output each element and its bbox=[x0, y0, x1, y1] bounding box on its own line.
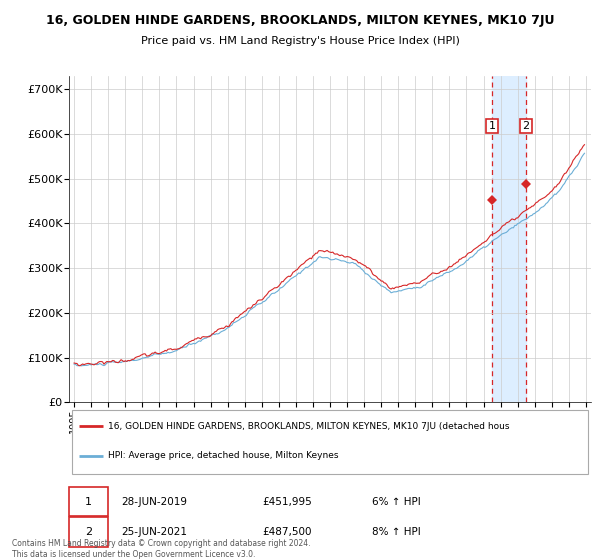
Bar bbox=[492, 76, 526, 402]
Text: Contains HM Land Registry data © Crown copyright and database right 2024.
This d: Contains HM Land Registry data © Crown c… bbox=[12, 539, 311, 559]
FancyBboxPatch shape bbox=[69, 487, 108, 516]
FancyBboxPatch shape bbox=[71, 410, 589, 474]
Text: Price paid vs. HM Land Registry's House Price Index (HPI): Price paid vs. HM Land Registry's House … bbox=[140, 36, 460, 46]
Text: £487,500: £487,500 bbox=[262, 527, 311, 537]
Text: 28-JUN-2019: 28-JUN-2019 bbox=[121, 497, 187, 506]
Text: 6% ↑ HPI: 6% ↑ HPI bbox=[372, 497, 421, 506]
Text: 16, GOLDEN HINDE GARDENS, BROOKLANDS, MILTON KEYNES, MK10 7JU (detached hous: 16, GOLDEN HINDE GARDENS, BROOKLANDS, MI… bbox=[108, 422, 509, 431]
Text: HPI: Average price, detached house, Milton Keynes: HPI: Average price, detached house, Milt… bbox=[108, 451, 338, 460]
Text: 16, GOLDEN HINDE GARDENS, BROOKLANDS, MILTON KEYNES, MK10 7JU: 16, GOLDEN HINDE GARDENS, BROOKLANDS, MI… bbox=[46, 14, 554, 27]
Text: 2: 2 bbox=[85, 527, 92, 537]
Text: 25-JUN-2021: 25-JUN-2021 bbox=[121, 527, 187, 537]
Text: 1: 1 bbox=[85, 497, 92, 506]
Text: £451,995: £451,995 bbox=[262, 497, 312, 506]
Text: 2: 2 bbox=[523, 122, 530, 131]
Text: 8% ↑ HPI: 8% ↑ HPI bbox=[372, 527, 421, 537]
Text: 1: 1 bbox=[488, 122, 496, 131]
FancyBboxPatch shape bbox=[69, 517, 108, 547]
